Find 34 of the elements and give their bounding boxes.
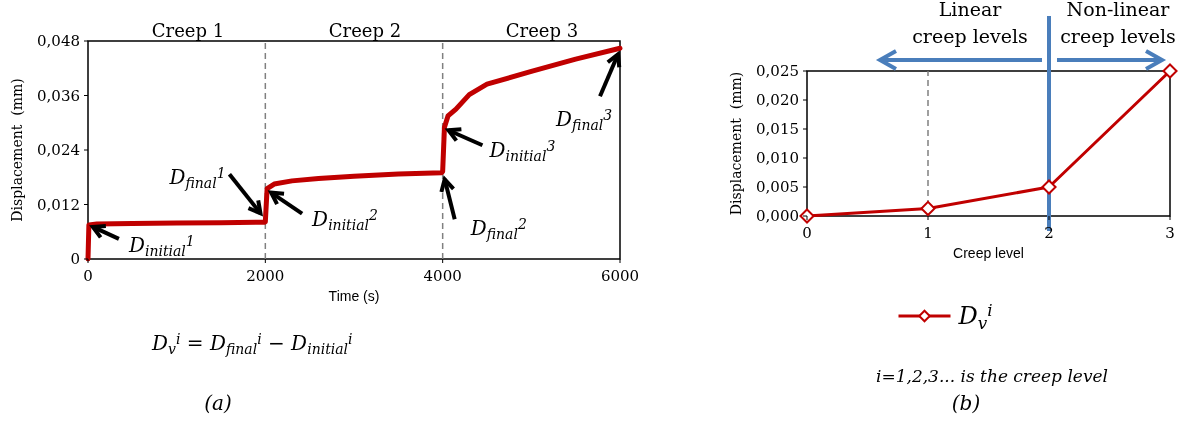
text: i=1,2,3... is the creep level [875, 366, 1109, 386]
y-tick-label: 0,025 [756, 62, 799, 80]
y-tick-label: 0,010 [756, 149, 799, 167]
y-tick-label: 0,036 [37, 86, 80, 105]
y-axis-title: Displacement (mm) [728, 71, 744, 216]
y-tick-label: 0,015 [756, 120, 799, 138]
text: (b) [951, 391, 981, 415]
x-tick-label: 2000 [246, 267, 285, 285]
y-tick-label: 0,020 [756, 91, 799, 109]
y-tick-label: 0,012 [37, 195, 80, 214]
text: Linear creep levels [912, 0, 1028, 47]
y-tick-label: 0,000 [756, 207, 799, 225]
y-tick-label: 0,005 [756, 178, 799, 196]
text: Non-linear creep levels [1060, 0, 1176, 47]
point [1162, 63, 1178, 79]
x-axis-title: Creep level [953, 245, 1024, 261]
y-tick-label: 0,048 [37, 32, 80, 50]
y-axis-title: Displacement (mm) [9, 78, 25, 222]
x-tick-label: 1 [923, 224, 933, 242]
x-tick-label: 3 [1165, 224, 1175, 242]
x-tick-label: 0 [802, 224, 812, 242]
annotation: Creep 3 [505, 20, 579, 41]
point [920, 200, 936, 217]
y-tick-label: 0 [70, 250, 80, 268]
annotation: Creep 2 [328, 20, 402, 41]
point [1041, 179, 1057, 195]
x-axis-title: Time (s) [328, 288, 380, 304]
x-tick-label: 4000 [423, 267, 462, 285]
annotation: Creep 1 [151, 20, 225, 41]
x-tick-label: 0 [83, 267, 93, 285]
y-tick-label: 0,024 [37, 141, 80, 159]
x-tick-label: 6000 [600, 267, 640, 285]
text: (a) [204, 391, 232, 415]
x-tick-label: 2 [1044, 224, 1054, 242]
